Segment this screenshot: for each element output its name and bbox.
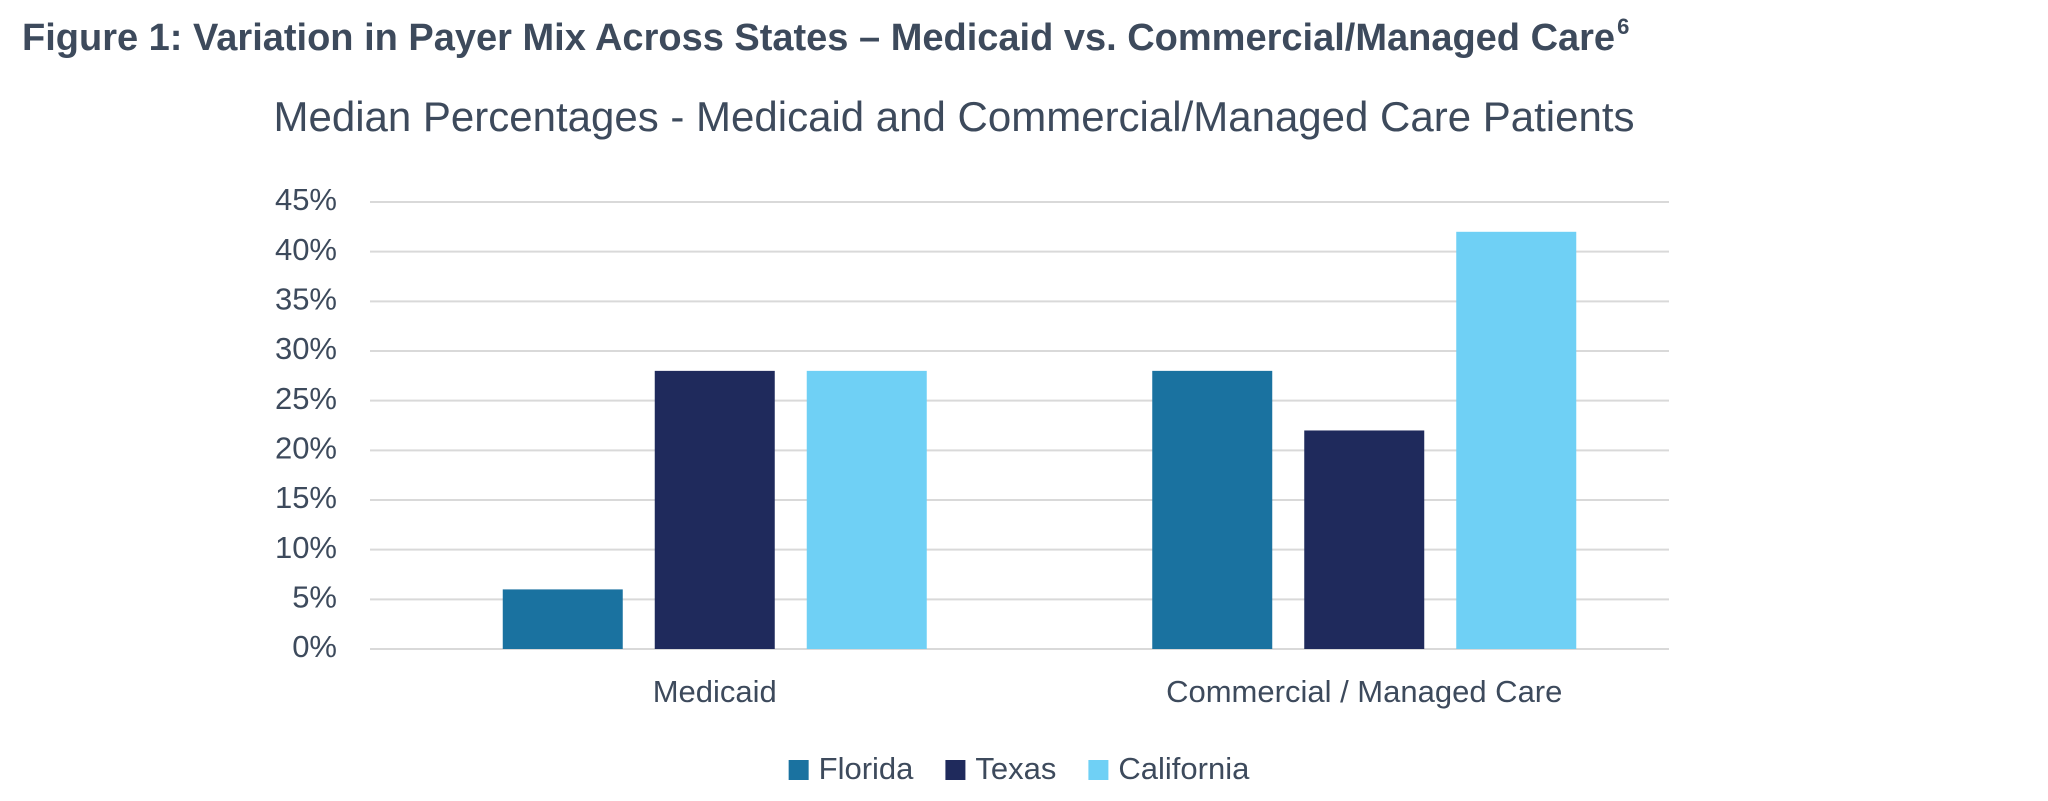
y-tick-label: 0% — [292, 629, 337, 664]
y-tick-label: 15% — [275, 480, 337, 515]
y-tick-label: 35% — [275, 282, 337, 317]
y-tick-label: 30% — [275, 331, 337, 366]
legend-swatch — [788, 760, 809, 780]
bar — [806, 370, 927, 649]
x-tick-label: Medicaid — [653, 674, 777, 709]
chart-title: Median Percentages - Medicaid and Commer… — [273, 93, 1634, 140]
y-tick-label: 10% — [275, 530, 337, 565]
bar — [502, 589, 623, 649]
y-tick-label: 25% — [275, 381, 337, 416]
y-tick-label: 5% — [292, 580, 337, 615]
legend-label: California — [1118, 751, 1250, 786]
footnote-ref: 6 — [1617, 14, 1629, 39]
legend-label: Florida — [819, 751, 915, 786]
legend-swatch — [1088, 760, 1109, 780]
y-tick-label: 45% — [275, 182, 337, 217]
y-tick-label: 20% — [275, 431, 337, 466]
y-tick-label: 40% — [275, 232, 337, 267]
figure-title: Figure 1: Variation in Payer Mix Across … — [22, 14, 1629, 59]
figure-title-text: Figure 1: Variation in Payer Mix Across … — [22, 17, 1615, 59]
x-tick-label: Commercial / Managed Care — [1166, 674, 1562, 709]
bar — [1152, 370, 1273, 649]
bar — [1456, 231, 1577, 650]
legend-swatch — [945, 760, 966, 780]
legend-label: Texas — [975, 751, 1056, 786]
bar — [1304, 430, 1425, 649]
bar — [654, 370, 775, 649]
